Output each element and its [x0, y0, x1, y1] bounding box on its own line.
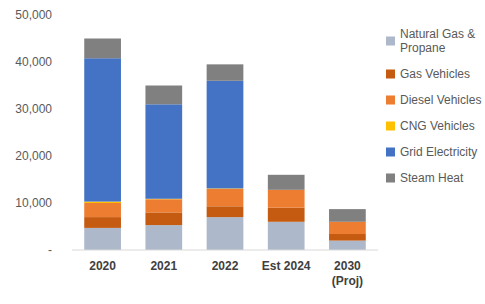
y-tick-label: 10,000	[15, 196, 52, 210]
legend-label: Natural Gas &Propane	[400, 27, 475, 55]
bar-segment	[84, 202, 121, 203]
x-tick-label: 2022	[212, 259, 239, 273]
bar-segment	[329, 209, 366, 222]
legend-label: Diesel Vehicles	[400, 93, 481, 107]
bar-segment	[84, 58, 121, 201]
bar-segment	[145, 86, 182, 105]
y-tick-label: 20,000	[15, 149, 52, 163]
bar-segment	[84, 39, 121, 59]
chart-container: - 10,000 20,000 30,000 40,000 50,000 2020 2021 2…	[0, 0, 485, 304]
bar-segment	[207, 206, 244, 217]
bars	[84, 39, 366, 251]
x-tick-label: Est 2024	[262, 259, 311, 273]
legend-label: CNG Vehicles	[400, 119, 475, 133]
y-tick-label: 30,000	[15, 102, 52, 116]
bar-segment	[329, 241, 366, 250]
x-tick-label: 2030(Proj)	[332, 259, 363, 288]
bar-segment	[207, 81, 244, 189]
bar-segment	[84, 203, 121, 217]
legend-swatch	[386, 70, 395, 79]
x-tick-label: 2021	[150, 259, 177, 273]
bar-segment	[207, 217, 244, 250]
legend-line: Propane	[400, 41, 446, 55]
bar-segment	[268, 175, 305, 190]
x-tick-label: 2020	[89, 259, 116, 273]
legend-swatch	[386, 37, 395, 46]
bar-segment	[84, 228, 121, 250]
bar-segment	[268, 208, 305, 222]
legend-swatch	[386, 148, 395, 157]
x-axis-line	[72, 250, 378, 251]
y-tick-label: 40,000	[15, 55, 52, 69]
bar-segment	[145, 104, 182, 198]
x-tick-line: 2030	[334, 259, 361, 273]
y-tick-label: -	[48, 243, 52, 257]
bar-segment	[145, 212, 182, 225]
legend-label: Steam Heat	[400, 171, 464, 185]
x-tick-line: (Proj)	[332, 274, 363, 288]
bar-segment	[268, 190, 305, 208]
bar-segment	[145, 199, 182, 212]
bar-segment	[207, 189, 244, 206]
y-tick-label: 50,000	[15, 8, 52, 22]
bar-segment	[145, 225, 182, 250]
legend-swatch	[386, 122, 395, 131]
bar-segment	[329, 222, 366, 234]
legend-label: Gas Vehicles	[400, 67, 470, 81]
bar-segment	[268, 222, 305, 250]
legend-swatch	[386, 96, 395, 105]
legend-line: Natural Gas &	[400, 27, 475, 41]
legend-swatch	[386, 174, 395, 183]
chart-svg: - 10,000 20,000 30,000 40,000 50,000 2020 2021 2…	[0, 0, 485, 304]
bar-segment	[84, 217, 121, 228]
bar-segment	[207, 64, 244, 80]
legend-label: Grid Electricity	[400, 145, 477, 159]
bar-segment	[329, 234, 366, 241]
